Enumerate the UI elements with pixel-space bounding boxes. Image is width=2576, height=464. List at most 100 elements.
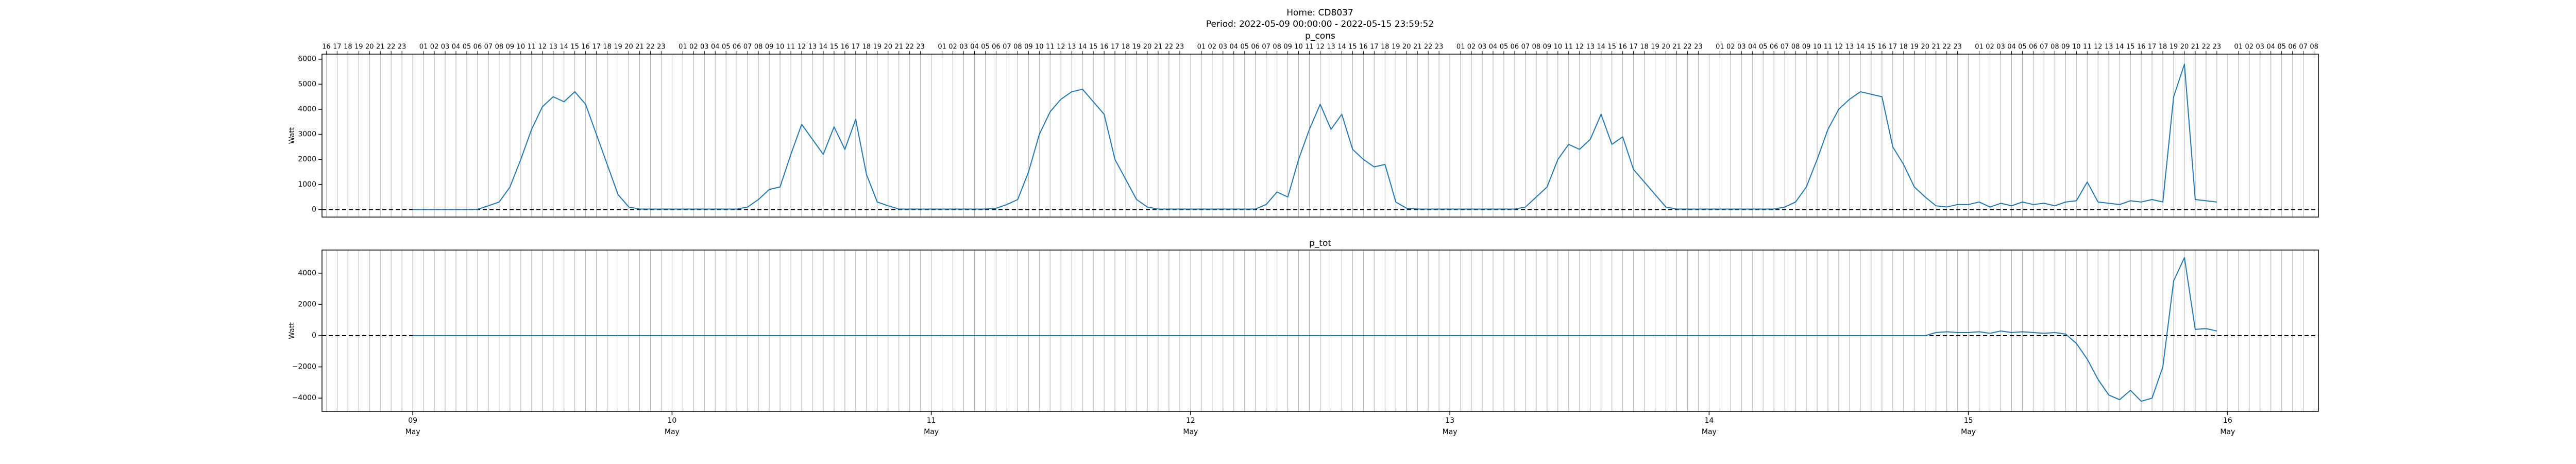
x2-tick-label: 13 bbox=[1586, 43, 1595, 51]
x2-tick-label: 10 bbox=[776, 43, 785, 51]
x2-tick-label: 05 bbox=[981, 43, 990, 51]
x2-tick-label: 22 bbox=[1942, 43, 1951, 51]
x-tick-label: May bbox=[405, 428, 420, 436]
axes-frame bbox=[321, 250, 2319, 412]
x2-tick-label: 05 bbox=[1240, 43, 1249, 51]
x2-tick-label: 13 bbox=[1327, 43, 1335, 51]
x2-tick-label: 17 bbox=[333, 43, 342, 51]
x2-tick-label: 17 bbox=[852, 43, 860, 51]
y-tick-label: 4000 bbox=[298, 269, 316, 277]
x-tick-label: 15 bbox=[1964, 417, 1973, 425]
x2-tick-label: 09 bbox=[506, 43, 515, 51]
x2-tick-label: 12 bbox=[1575, 43, 1584, 51]
x2-tick-label: 18 bbox=[344, 43, 352, 51]
x2-tick-label: 19 bbox=[1651, 43, 1659, 51]
x2-tick-label: 02 bbox=[1986, 43, 1994, 51]
x2-tick-label: 04 bbox=[2007, 43, 2016, 51]
x-tick-label: May bbox=[1961, 428, 1976, 436]
x2-tick-label: 12 bbox=[1835, 43, 1843, 51]
x-tick-label: May bbox=[665, 428, 680, 436]
x2-tick-label: 16 bbox=[2137, 43, 2146, 51]
x2-tick-label: 01 bbox=[2234, 43, 2243, 51]
x2-tick-label: 13 bbox=[549, 43, 557, 51]
x2-tick-label: 19 bbox=[873, 43, 882, 51]
chart-title: Home: CD8037 bbox=[1286, 8, 1353, 18]
y-tick-label: 2000 bbox=[298, 300, 316, 308]
x2-tick-label: 20 bbox=[1662, 43, 1670, 51]
data-line bbox=[413, 63, 2217, 210]
x2-tick-label: 19 bbox=[2170, 43, 2178, 51]
x2-tick-label: 01 bbox=[1197, 43, 1206, 51]
x2-tick-label: 07 bbox=[484, 43, 493, 51]
x2-tick-label: 21 bbox=[376, 43, 385, 51]
x-tick-label: 12 bbox=[1186, 417, 1195, 425]
x2-tick-label: 10 bbox=[1813, 43, 1822, 51]
x2-tick-label: 22 bbox=[1424, 43, 1433, 51]
x2-tick-label: 17 bbox=[592, 43, 601, 51]
y-axis-label: Watt bbox=[288, 127, 296, 144]
y-tick-label: 3000 bbox=[298, 130, 316, 139]
x2-tick-label: 12 bbox=[1057, 43, 1065, 51]
x2-tick-label: 14 bbox=[1597, 43, 1605, 51]
x2-tick-label: 04 bbox=[452, 43, 461, 51]
x2-tick-label: 16 bbox=[1359, 43, 1368, 51]
x2-tick-label: 15 bbox=[1607, 43, 1616, 51]
x2-tick-label: 09 bbox=[1802, 43, 1811, 51]
x2-tick-label: 13 bbox=[808, 43, 817, 51]
x2-tick-label: 18 bbox=[1381, 43, 1389, 51]
x2-tick-label: 08 bbox=[1273, 43, 1281, 51]
x-tick-label: May bbox=[2220, 428, 2235, 436]
x2-tick-label: 08 bbox=[495, 43, 504, 51]
x2-tick-label: 10 bbox=[1035, 43, 1044, 51]
x2-tick-label: 04 bbox=[2266, 43, 2275, 51]
x2-tick-label: 06 bbox=[733, 43, 741, 51]
x2-tick-label: 10 bbox=[517, 43, 526, 51]
x2-tick-label: 15 bbox=[1867, 43, 1876, 51]
x2-tick-label: 03 bbox=[1737, 43, 1746, 51]
x2-tick-label: 13 bbox=[2105, 43, 2113, 51]
x2-tick-label: 21 bbox=[2191, 43, 2200, 51]
y-tick-label: 0 bbox=[312, 205, 316, 213]
x2-tick-label: 04 bbox=[970, 43, 979, 51]
x2-tick-label: 19 bbox=[354, 43, 363, 51]
x2-tick-label: 05 bbox=[463, 43, 471, 51]
x2-tick-label: 10 bbox=[1554, 43, 1563, 51]
x2-tick-label: 02 bbox=[430, 43, 439, 51]
x2-tick-label: 14 bbox=[1078, 43, 1087, 51]
x2-tick-label: 18 bbox=[603, 43, 612, 51]
x2-tick-label: 12 bbox=[798, 43, 806, 51]
x2-tick-label: 09 bbox=[1024, 43, 1033, 51]
x2-tick-label: 18 bbox=[1640, 43, 1649, 51]
x-tick-label: May bbox=[1443, 428, 1458, 436]
x2-tick-label: 05 bbox=[2277, 43, 2286, 51]
x2-tick-label: 23 bbox=[1694, 43, 1703, 51]
x-tick-label: 11 bbox=[927, 417, 936, 425]
x2-tick-label: 14 bbox=[2115, 43, 2124, 51]
x2-tick-label: 19 bbox=[1392, 43, 1400, 51]
x2-tick-label: 07 bbox=[1781, 43, 1789, 51]
x2-tick-label: 16 bbox=[322, 43, 331, 51]
x2-tick-label: 05 bbox=[722, 43, 731, 51]
y-tick-label: −4000 bbox=[292, 394, 316, 402]
x2-tick-label: 08 bbox=[2050, 43, 2059, 51]
x2-tick-label: 23 bbox=[657, 43, 666, 51]
y-tick-label: 5000 bbox=[298, 80, 316, 88]
x2-tick-label: 13 bbox=[1845, 43, 1854, 51]
x-tick-label: May bbox=[924, 428, 939, 436]
x2-tick-label: 11 bbox=[787, 43, 795, 51]
x2-tick-label: 06 bbox=[992, 43, 1001, 51]
panel-title: p_cons bbox=[1305, 31, 1335, 41]
x2-tick-label: 11 bbox=[1565, 43, 1573, 51]
x2-tick-label: 01 bbox=[938, 43, 946, 51]
x2-tick-label: 16 bbox=[581, 43, 590, 51]
x2-tick-label: 07 bbox=[2040, 43, 2048, 51]
x2-tick-label: 01 bbox=[1716, 43, 1724, 51]
x2-tick-label: 03 bbox=[1219, 43, 1228, 51]
x2-tick-label: 06 bbox=[2029, 43, 2038, 51]
x2-tick-label: 15 bbox=[830, 43, 839, 51]
x2-tick-label: 05 bbox=[1500, 43, 1509, 51]
x2-tick-label: 12 bbox=[1316, 43, 1325, 51]
x2-tick-label: 19 bbox=[1910, 43, 1919, 51]
x2-tick-label: 21 bbox=[1672, 43, 1681, 51]
